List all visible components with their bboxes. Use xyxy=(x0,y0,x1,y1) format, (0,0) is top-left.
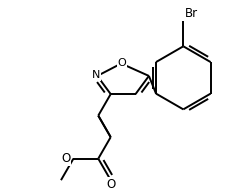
Text: O: O xyxy=(61,152,70,165)
Text: N: N xyxy=(92,70,100,80)
Text: O: O xyxy=(117,58,126,68)
Text: O: O xyxy=(106,179,115,191)
Text: Br: Br xyxy=(184,7,198,20)
